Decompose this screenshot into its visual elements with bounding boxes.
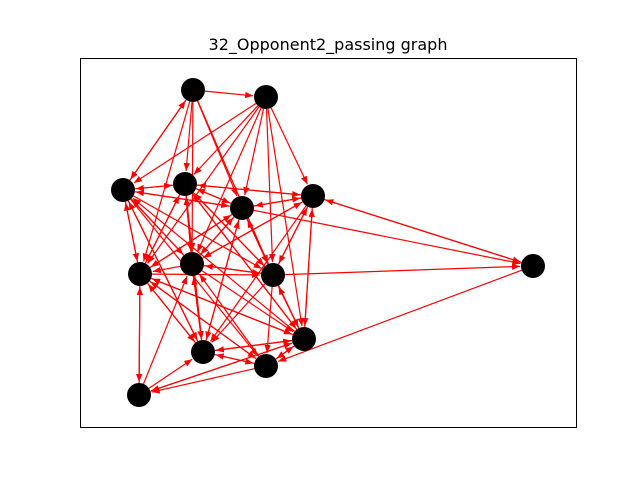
plot-frame xyxy=(80,58,577,428)
player-node-n6 xyxy=(301,184,325,208)
pass-edge-n2-to-n12 xyxy=(267,108,304,327)
pass-edge-n14-to-n12 xyxy=(150,342,292,392)
pass-edge-n12-to-n3 xyxy=(132,197,296,332)
pass-edge-n14-to-n11 xyxy=(148,358,193,389)
pass-edge-n1-to-n7 xyxy=(142,101,191,262)
pass-edge-n10-to-n6 xyxy=(325,199,522,263)
player-node-n14 xyxy=(127,383,151,407)
pass-edge-n3-to-n1 xyxy=(129,100,186,181)
pass-edge-n9-to-n10 xyxy=(284,263,521,276)
pass-edge-n9-to-n4 xyxy=(193,192,266,267)
player-node-n12 xyxy=(292,327,316,351)
pass-edge-n2-to-n6 xyxy=(270,107,308,185)
pass-edge-n12-to-n11 xyxy=(215,339,293,353)
player-node-n9 xyxy=(261,263,285,287)
pass-edge-n9-to-n6 xyxy=(277,207,308,265)
pass-edge-n13-to-n8 xyxy=(199,274,260,357)
pass-edge-n7-to-n4 xyxy=(144,195,180,264)
pass-edge-n1-to-n2 xyxy=(204,90,254,99)
pass-edge-n8-to-n12 xyxy=(201,270,294,333)
pass-edge-n2-to-n9 xyxy=(265,108,276,263)
pass-edge-n2-to-n3 xyxy=(133,102,257,184)
player-node-n5 xyxy=(230,196,254,220)
pass-edge-n2-to-n8 xyxy=(196,107,262,253)
pass-edge-n9-to-n13 xyxy=(264,286,273,354)
pass-edge-n8-to-n4 xyxy=(183,196,192,253)
pass-edge-n9-to-n5 xyxy=(246,219,269,265)
pass-edge-n8-to-n3 xyxy=(131,199,185,256)
pass-edge-n6-to-n5 xyxy=(254,197,302,208)
pass-edge-n5-to-n4 xyxy=(196,188,232,204)
pass-edge-n12-to-n9 xyxy=(278,286,300,329)
pass-edge-n2-to-n4 xyxy=(193,105,259,175)
pass-edge-n13-to-n11 xyxy=(215,353,255,364)
pass-edge-n5-to-n10 xyxy=(253,209,521,266)
pass-edge-n13-to-n7 xyxy=(150,281,257,360)
pass-edge-n10-to-n13 xyxy=(277,269,523,362)
pass-edge-n11-to-n8 xyxy=(191,276,203,341)
pass-edge-n9-to-n8 xyxy=(204,263,262,274)
player-node-n8 xyxy=(180,252,204,276)
pass-edge-n12-to-n4 xyxy=(192,193,298,330)
pass-edge-n1-to-n9 xyxy=(197,100,269,264)
pass-edge-n14-to-n7 xyxy=(136,286,144,384)
pass-edge-n12-to-n6 xyxy=(304,208,315,328)
player-node-n7 xyxy=(128,262,152,286)
pass-edge-n14-to-n8 xyxy=(142,275,188,385)
player-node-n10 xyxy=(521,254,545,278)
pass-edge-n2-to-n5 xyxy=(243,108,265,196)
player-node-n1 xyxy=(181,78,205,102)
edges-layer xyxy=(124,90,523,394)
player-node-n13 xyxy=(254,354,278,378)
player-node-n3 xyxy=(111,178,135,202)
pass-edge-n7-to-n9 xyxy=(151,271,261,279)
player-node-n11 xyxy=(191,340,215,364)
pass-edge-n6-to-n4 xyxy=(197,182,302,196)
pass-edge-n1-to-n4 xyxy=(183,101,193,172)
pass-edge-n8-to-n7 xyxy=(152,265,181,274)
graph-title: 32_Opponent2_passing graph xyxy=(209,35,448,55)
pass-edge-n13-to-n14 xyxy=(151,368,255,394)
pass-edge-n11-to-n5 xyxy=(205,220,240,341)
nodes-layer xyxy=(111,78,545,407)
pass-edge-n8-to-n5 xyxy=(199,217,234,256)
pass-edge-n7-to-n3 xyxy=(124,202,139,263)
pass-edge-n4-to-n3 xyxy=(135,184,174,192)
pass-edge-n11-to-n3 xyxy=(128,201,199,342)
player-node-n2 xyxy=(254,85,278,109)
player-node-n4 xyxy=(173,172,197,196)
pass-edge-n5-to-n3 xyxy=(135,189,231,207)
